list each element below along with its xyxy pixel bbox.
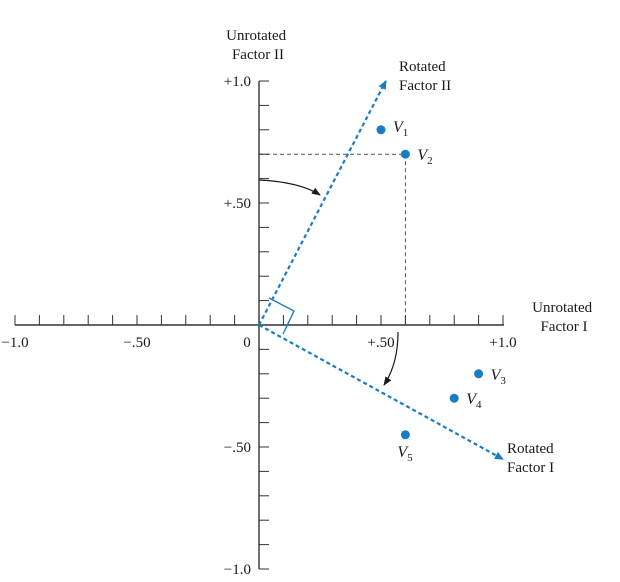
point-label-v4: V4 <box>466 391 482 411</box>
rotated-factor-i-title: Rotated Factor I <box>507 441 557 476</box>
point-label-v3: V3 <box>491 367 507 387</box>
point-v2 <box>400 149 410 159</box>
rotation-arrow-factor-i <box>383 331 399 386</box>
right-angle-marker <box>268 297 295 335</box>
x-tick-label: −1.0 <box>1 335 28 351</box>
y-tick-label: −.50 <box>224 440 251 456</box>
point-v5 <box>400 430 410 440</box>
rotated-factor-ii-axis <box>258 80 387 326</box>
y-tick-label: +1.0 <box>224 74 251 90</box>
x-tick-label: +1.0 <box>489 335 516 351</box>
point-label-v2: V2 <box>417 147 432 167</box>
x-tick-label: 0 <box>243 335 251 351</box>
y-tick-label: −1.0 <box>224 562 251 578</box>
rotation-arrow-factor-ii <box>258 179 321 196</box>
point-v4 <box>449 393 459 403</box>
point-v1 <box>376 125 386 135</box>
x-tick-label: +.50 <box>367 335 394 351</box>
point-label-v1: V1 <box>393 119 408 139</box>
unrotated-factor-ii-title: Unrotated Factor II <box>226 28 290 63</box>
rotated-factor-ii-title: Rotated Factor II <box>399 59 451 94</box>
x-tick-label: −.50 <box>123 335 150 351</box>
rotated-factor-i-axis <box>258 324 504 461</box>
unrotated-factor-i-title: Unrotated Factor I <box>532 300 596 335</box>
point-v3 <box>474 369 484 379</box>
point-label-v5: V5 <box>397 444 413 464</box>
y-tick-label: +.50 <box>224 196 251 212</box>
